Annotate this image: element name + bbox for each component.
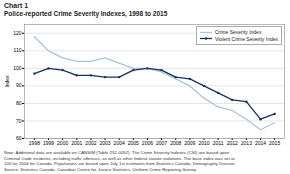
svg-text:Index: Index <box>4 75 10 88</box>
svg-text:2006: 2006 <box>142 140 153 146</box>
svg-text:80: 80 <box>16 100 22 106</box>
html-text:100 for 2006 for Canada. Popul: 100 for 2006 for Canada. Populations are… <box>4 161 236 167</box>
html-text:Crime Severity Index: Crime Severity Index <box>215 29 262 36</box>
html-text:Chart 1: Chart 1 <box>4 2 29 9</box>
svg-text:1998: 1998 <box>29 140 40 146</box>
svg-text:2007: 2007 <box>156 140 167 146</box>
svg-text:2013: 2013 <box>241 140 252 146</box>
svg-text:110: 110 <box>14 48 22 54</box>
svg-text:2003: 2003 <box>99 140 110 146</box>
html-text:Violent Crime Severity Index: Violent Crime Severity Index <box>215 35 278 42</box>
html-text:Source: Statistics Canada, Can: Source: Statistics Canada, Canadian Cent… <box>4 166 197 172</box>
svg-text:60: 60 <box>16 135 22 141</box>
svg-text:2009: 2009 <box>184 140 195 146</box>
svg-text:2002: 2002 <box>85 140 96 146</box>
svg-text:2004: 2004 <box>114 140 125 146</box>
svg-text:1999: 1999 <box>43 140 54 146</box>
svg-text:70: 70 <box>16 118 22 124</box>
svg-text:2011: 2011 <box>213 140 224 146</box>
svg-text:2010: 2010 <box>198 140 209 146</box>
html-text:Police-reported Crime Severity: Police-reported Crime Severity Indexes, … <box>4 10 168 18</box>
html-text:Note: Additional data are avai: Note: Additional data are available on C… <box>4 150 230 156</box>
svg-text:2015: 2015 <box>269 140 280 146</box>
html-text:Criminal Code incidents, inclu: Criminal Code incidents, including traff… <box>4 155 235 161</box>
svg-text:2000: 2000 <box>57 140 68 146</box>
svg-text:120: 120 <box>13 30 22 36</box>
svg-text:2012: 2012 <box>227 140 238 146</box>
svg-text:2005: 2005 <box>128 140 139 146</box>
svg-text:100: 100 <box>13 65 22 71</box>
svg-text:2008: 2008 <box>170 140 181 146</box>
svg-text:90: 90 <box>16 83 22 89</box>
svg-text:2014: 2014 <box>255 140 266 146</box>
svg-text:2001: 2001 <box>71 140 82 146</box>
